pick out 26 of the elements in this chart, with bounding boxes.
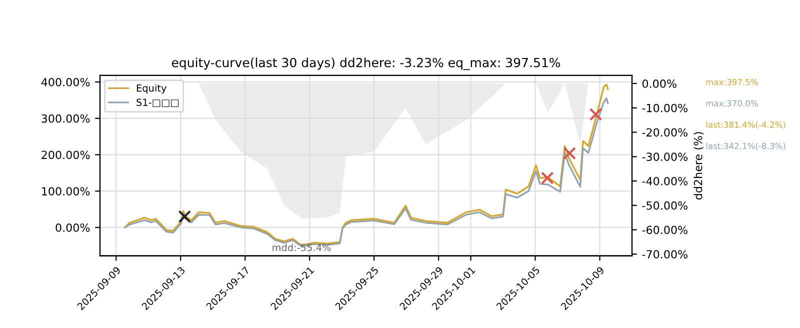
y2-tick-label: -20.00%: [642, 128, 688, 137]
y-tick-label: 0.00%: [56, 223, 90, 232]
y2-axis-title: dd2here (%): [694, 132, 704, 200]
y-tick-label: 400.00%: [41, 78, 90, 86]
legend-label: Equity: [136, 84, 166, 94]
point: [563, 146, 576, 160]
point: [178, 210, 192, 223]
y2-tick-label: 0.00%: [642, 79, 676, 88]
text: last:381.4%(-4.2%): [706, 121, 786, 129]
y-tick-label: 300.00%: [42, 114, 90, 123]
y-tick-label: 200.00%: [42, 150, 90, 160]
point: [589, 108, 602, 121]
annotation: mdd:-55.4%: [272, 244, 331, 252]
text: last:342.1%(-8.3%): [706, 142, 786, 150]
y-tick-label: 100.00%: [42, 187, 90, 196]
text: max:397.5%: [706, 78, 758, 86]
y2-tick-label: -40.00%: [642, 176, 688, 186]
y2-tick-label: -50.00%: [642, 201, 688, 210]
point: [540, 172, 554, 184]
legend-label: S1-□□□: [136, 98, 179, 108]
chart-title: equity-curve(last 30 days) dd2here: -3.23% eq_max: 397.51%: [172, 58, 560, 70]
y2-tick-label: -60.00%: [642, 226, 688, 234]
y2-tick-label: -30.00%: [642, 152, 688, 161]
y2-tick-label: -10.00%: [642, 104, 688, 112]
text: max:370.0%: [706, 100, 758, 106]
y2-tick-label: -70.00%: [642, 250, 688, 259]
